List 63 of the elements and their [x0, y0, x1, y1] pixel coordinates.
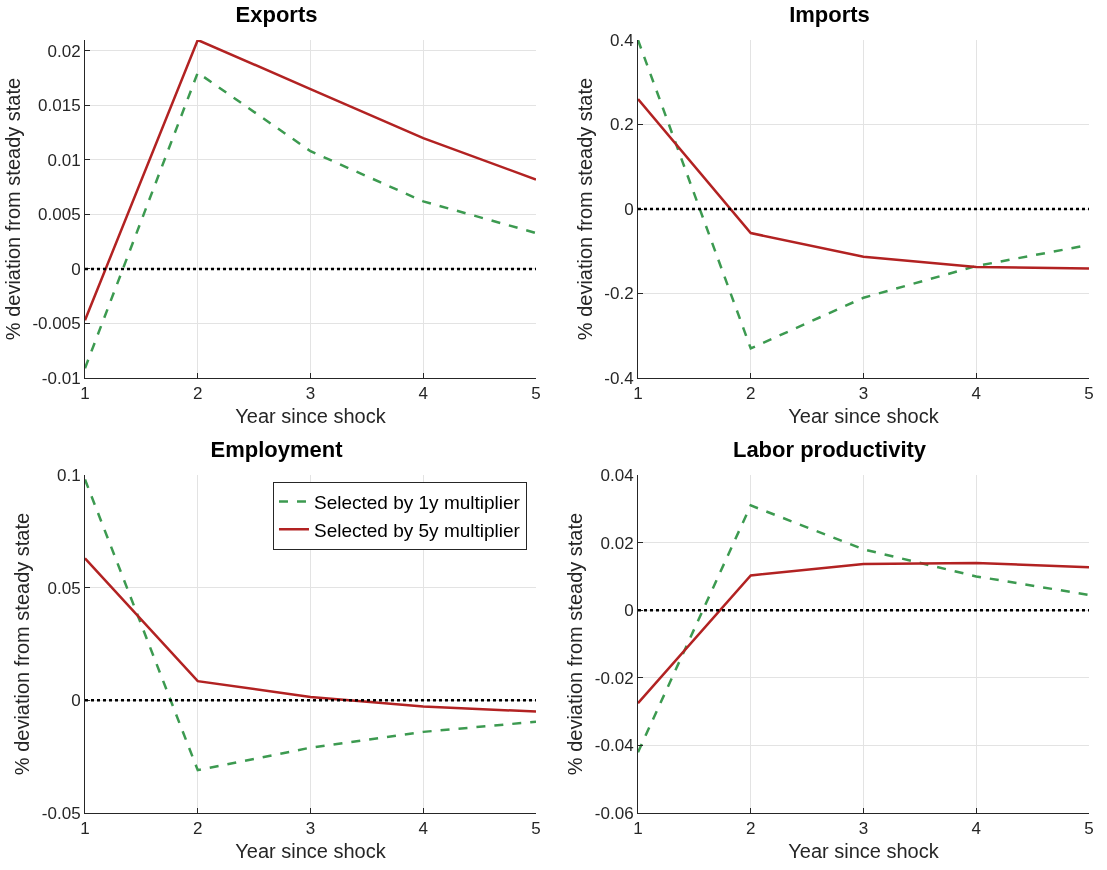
- x-axis-title: Year since shock: [788, 839, 940, 862]
- y-tick-label: 0: [71, 259, 81, 279]
- y-tick-label: 0: [71, 691, 81, 711]
- y-tick-label: 0.005: [38, 205, 81, 225]
- line-series: [85, 71, 536, 370]
- y-tick-label: 0: [624, 199, 634, 219]
- x-tick-label: 4: [418, 819, 428, 839]
- x-tick-label: 5: [1084, 819, 1094, 839]
- chart-title: Imports: [789, 1, 870, 27]
- x-tick-label: 3: [858, 819, 869, 839]
- line-series: [85, 478, 536, 772]
- y-tick-label: 0.1: [56, 465, 81, 485]
- line-series: [85, 557, 536, 713]
- y-tick-label: -0.06: [594, 803, 634, 823]
- x-tick-label: 4: [971, 384, 981, 404]
- x-tick-label: 1: [80, 819, 90, 839]
- x-tick-label: 4: [971, 819, 981, 839]
- x-axis-title: Year since shock: [235, 404, 387, 427]
- x-axis-title: Year since shock: [788, 404, 940, 427]
- y-tick-label: -0.2: [604, 284, 634, 304]
- y-tick-label: 0.02: [600, 533, 634, 553]
- x-tick-label: 2: [193, 384, 203, 404]
- y-tick-label: 0.01: [47, 150, 81, 170]
- line-series: [638, 561, 1089, 705]
- y-axis-title: % deviation from steady state: [564, 512, 587, 776]
- y-tick-label: 0.02: [47, 41, 81, 61]
- line-series: [638, 504, 1089, 754]
- y-tick-label: -0.02: [594, 668, 634, 688]
- y-tick-label: -0.05: [41, 803, 81, 823]
- y-axis-title: % deviation from steady state: [11, 512, 34, 776]
- x-tick-label: 2: [746, 384, 756, 404]
- x-tick-label: 3: [858, 384, 869, 404]
- chart-title: Exports: [235, 1, 318, 27]
- x-tick-label: 2: [746, 819, 756, 839]
- y-tick-label: 0.2: [609, 115, 634, 135]
- y-tick-label: 0.015: [38, 96, 81, 116]
- y-tick-label: 0: [624, 601, 634, 621]
- x-tick-label: 4: [418, 384, 428, 404]
- x-tick-label: 1: [633, 384, 643, 404]
- line-series: [85, 40, 536, 322]
- y-tick-label: 0.04: [600, 465, 634, 485]
- x-tick-label: 5: [1084, 384, 1094, 404]
- line-series: [638, 97, 1089, 270]
- x-tick-label: 5: [531, 819, 541, 839]
- y-axis-title: % deviation from steady state: [573, 77, 596, 341]
- x-tick-label: 1: [80, 384, 90, 404]
- x-tick-label: 3: [305, 819, 316, 839]
- y-tick-label: -0.4: [604, 368, 634, 388]
- y-tick-label: -0.01: [41, 368, 81, 388]
- y-tick-label: 0.4: [609, 30, 634, 50]
- y-tick-label: -0.005: [32, 314, 81, 334]
- chart-title: Employment: [210, 436, 344, 462]
- legend-label: Selected by 1y multiplier: [313, 492, 521, 514]
- chart-title: Labor productivity: [732, 436, 927, 462]
- x-tick-label: 3: [305, 384, 316, 404]
- legend-label: Selected by 5y multiplier: [313, 519, 521, 541]
- y-tick-label: -0.04: [594, 736, 634, 756]
- x-tick-label: 1: [633, 819, 643, 839]
- x-tick-label: 5: [531, 384, 541, 404]
- x-axis-title: Year since shock: [235, 839, 387, 862]
- y-tick-label: 0.05: [47, 578, 81, 598]
- y-axis-title: % deviation from steady state: [1, 77, 24, 341]
- x-tick-label: 2: [193, 819, 203, 839]
